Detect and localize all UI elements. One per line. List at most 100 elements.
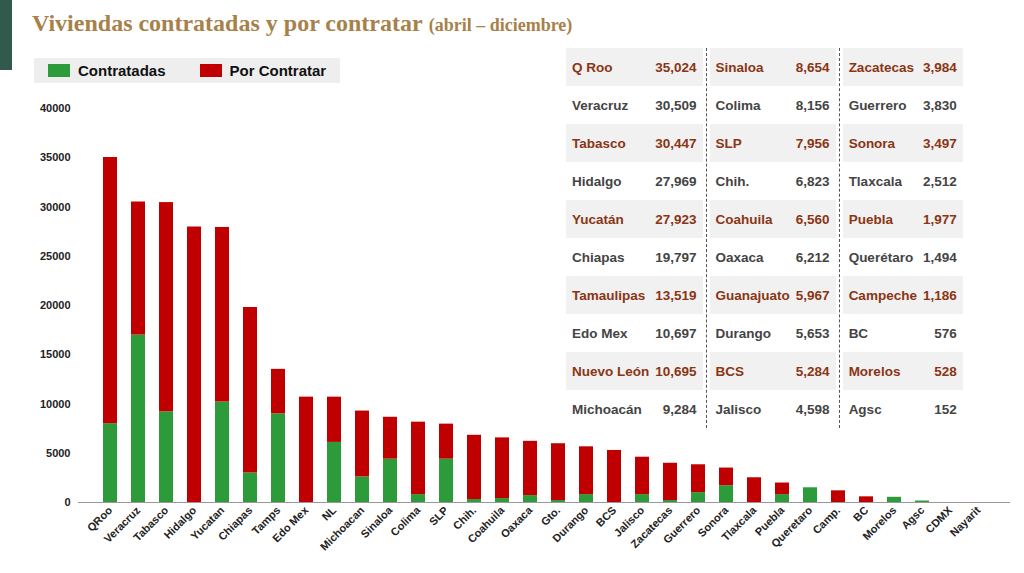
html-text:Colima: Colima [715,97,761,113]
html-text:8,156: 8,156 [795,97,830,113]
html-text:6,823: 6,823 [795,173,830,189]
svg-text:CDMX: CDMX [923,503,955,536]
html-text:7,956: 7,956 [795,135,830,151]
html-text:Puebla: Puebla [848,211,893,227]
html-text:9,284: 9,284 [662,401,697,417]
svg-text:Oaxaca: Oaxaca [498,503,535,540]
svg-text:Veracruz: Veracruz [101,503,143,545]
html-text:BC: BC [848,325,869,341]
svg-text:BCS: BCS [593,504,618,529]
svg-text:Tabasco: Tabasco [131,504,171,544]
html-text:Campeche 1,186: Campeche 1,186 [848,287,957,303]
svg-text:Chiapas: Chiapas [216,504,255,543]
html-text:Sinaloa: Sinaloa [715,59,764,75]
html-text:Edo Mex: Edo Mex [572,325,628,341]
svg-text:5000: 5000 [46,447,70,459]
svg-text:Tamps: Tamps [249,503,283,537]
html-text:Sonora: Sonora [848,135,896,151]
svg-text:Colima: Colima [388,503,423,538]
html-text:Q Roo: Q Roo [572,59,613,75]
svg-text:35000: 35000 [40,151,71,163]
svg-text:Yucatan: Yucatan [188,503,227,543]
svg-text:Queretaro: Queretaro [769,504,815,550]
html-text:27,969: 27,969 [655,173,697,189]
html-text:576: 576 [934,325,957,341]
html-text:2,512: 2,512 [922,173,957,189]
html-text:Michoacán: Michoacán [572,401,642,417]
svg-text:40000: 40000 [40,102,71,114]
svg-text:Tlaxcala: Tlaxcala [719,503,759,543]
svg-text:Morelos: Morelos [860,504,898,542]
html-text:Yucatán: Yucatán [572,211,624,227]
html-text:Zacatecas: Zacatecas [848,59,914,75]
html-text:3,497: 3,497 [922,135,957,151]
html-text:5,653: 5,653 [795,325,830,341]
svg-text:Michoacan: Michoacan [318,504,367,553]
svg-text:30000: 30000 [40,201,71,213]
html-text:Guanajuato 5,967: Guanajuato 5,967 [715,287,830,303]
html-text:Tamaulipas: Tamaulipas [572,287,646,303]
html-text:4,598: 4,598 [795,401,830,417]
svg-text:Durango: Durango [550,504,591,545]
svg-text:Sonora: Sonora [695,503,731,540]
html-text:Coahuila: Coahuila [715,211,773,227]
svg-text:Jalisco: Jalisco [611,503,647,539]
svg-text:Sinaloa: Sinaloa [358,503,395,540]
html-text:13,519: 13,519 [655,287,697,303]
html-text:1,494: 1,494 [922,249,957,265]
svg-text:15000: 15000 [40,348,71,360]
html-text:Guerrero: Guerrero [848,97,907,113]
html-text:6,560: 6,560 [795,211,830,227]
svg-text:20000: 20000 [40,299,71,311]
svg-text:Zacatecas: Zacatecas [628,503,675,550]
svg-text:10000: 10000 [40,398,71,410]
svg-text:Guerrero: Guerrero [661,504,703,546]
svg-text:QRoo: QRoo [84,503,115,534]
html-text:10,697: 10,697 [655,325,697,341]
svg-text:Coahuila: Coahuila [465,503,507,545]
html-text:35,024: 35,024 [655,59,697,75]
html-text:Morelos: Morelos [848,363,901,379]
html-text:19,797: 19,797 [655,249,697,265]
html-text:Hidalgo: Hidalgo [572,173,622,189]
html-text:Agsc: Agsc [848,401,882,417]
html-text:Viviendas contratadas y por co: Viviendas contratadas y por contratar (a… [32,10,573,36]
svg-text:Puebla: Puebla [752,503,787,538]
html-text:3,830: 3,830 [922,97,957,113]
html-text:528: 528 [934,363,957,379]
svg-text:SLP: SLP [427,504,451,528]
svg-text:Agsc: Agsc [898,503,927,532]
html-text:Tabasco: Tabasco [572,135,626,151]
html-text:27,923: 27,923 [655,211,697,227]
html-text:1,977: 1,977 [922,211,957,227]
html-text:Tlaxcala: Tlaxcala [848,173,902,189]
html-text:Contratadas: Contratadas [78,62,166,79]
html-text:30,447: 30,447 [655,135,697,151]
html-text:Chih.: Chih. [715,173,750,189]
html-text:Oaxaca: Oaxaca [715,249,764,265]
svg-text:Gto.: Gto. [538,504,562,528]
html-text:Querétaro: Querétaro [848,249,914,265]
svg-text:Hidalgo: Hidalgo [161,503,199,541]
html-text:5,284: 5,284 [795,363,830,379]
html-text:SLP: SLP [715,135,742,151]
html-text:Jalisco: Jalisco [715,401,762,417]
svg-text:BC: BC [851,504,871,524]
svg-text:0: 0 [64,496,70,508]
svg-text:Camp.: Camp. [810,504,842,536]
html-text:30,509: 30,509 [655,97,697,113]
html-text:8,654: 8,654 [795,59,830,75]
html-text:Durango: Durango [715,325,772,341]
html-text:3,984: 3,984 [922,59,957,75]
svg-text:Nayarit: Nayarit [948,504,983,539]
html-text:BCS: BCS [715,363,745,379]
html-text:6,212: 6,212 [795,249,830,265]
html-text:Veracruz: Veracruz [572,97,629,113]
svg-text:NL: NL [320,504,339,523]
svg-text:Edo Mex: Edo Mex [270,503,311,544]
svg-text:25000: 25000 [40,250,71,262]
html-text:Chiapas: Chiapas [572,249,625,265]
svg-text:Chih.: Chih. [450,503,479,532]
html-text:Nuevo León 10,695: Nuevo León 10,695 [572,363,697,379]
html-text:Por Contratar: Por Contratar [229,62,327,79]
